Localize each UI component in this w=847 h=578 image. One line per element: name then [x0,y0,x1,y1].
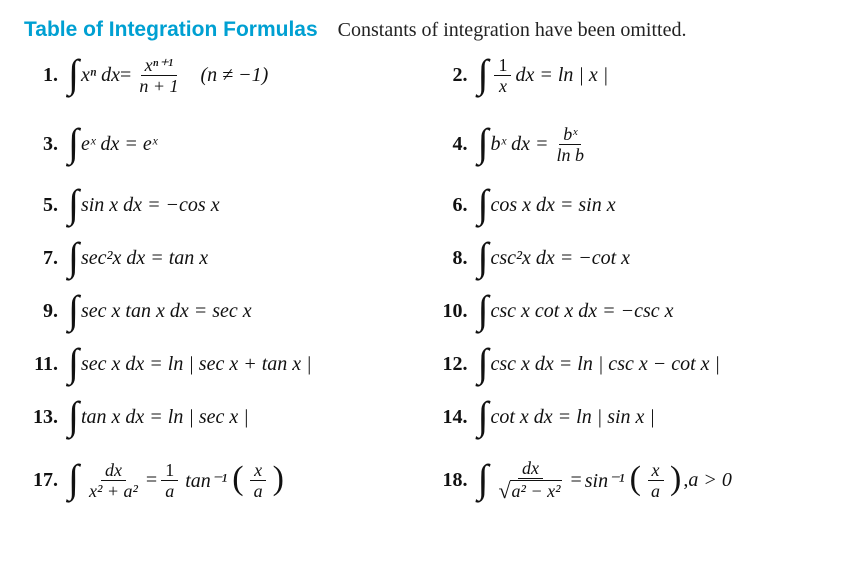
formula-body: ∫ dx √ a² − x² = sin⁻¹ ( x a ) , a > 0 [478,459,732,502]
formula-number: 13. [24,406,58,429]
text: sec²x dx = tan x [81,247,208,270]
formula-7: 7. ∫ sec²x dx = tan x [24,247,414,270]
formula-number: 18. [434,469,468,492]
denominator: ln b [553,145,589,164]
formula-11: 11. ∫ sec x dx = ln | sec x + tan x | [24,353,414,376]
page-header: Table of Integration Formulas Constants … [24,18,823,42]
numerator: bˣ [559,125,581,145]
formula-1: 1. ∫ xⁿ dx = xⁿ⁺¹ n + 1 (n ≠ −1) [24,56,414,95]
formula-8: 8. ∫ csc²x dx = −cot x [434,247,824,270]
formula-body: ∫ sec x tan x dx = sec x [68,300,252,323]
denominator: x [495,76,511,95]
formula-body: ∫ 1 x dx = ln | x | [478,56,609,95]
condition: (n ≠ −1) [200,64,268,87]
formula-number: 14. [434,406,468,429]
formula-number: 11. [24,353,58,376]
numerator: x [648,461,664,481]
formula-body: ∫ dx x² + a² = 1 a tan⁻¹ ( x a ) [68,461,286,500]
formula-body: ∫ eˣ dx = eˣ [68,133,157,156]
numerator: dx [101,461,126,481]
numerator: 1 [161,461,178,481]
condition: a > 0 [688,469,732,492]
rhs: dx = ln | x | [515,64,608,87]
text: cot x dx = ln | sin x | [490,406,654,429]
denominator: n + 1 [135,76,182,95]
denominator: a [250,481,267,500]
denominator: √ a² − x² [494,479,566,502]
formula-12: 12. ∫ csc x dx = ln | csc x − cot x | [434,353,824,376]
formula-body: ∫ tan x dx = ln | sec x | [68,406,249,429]
text: csc x dx = ln | csc x − cot x | [490,353,720,376]
numerator: xⁿ⁺¹ [141,56,178,76]
formula-number: 12. [434,353,468,376]
formula-number: 1. [24,64,58,87]
fraction-arg: x a [250,461,267,500]
lhs: xⁿ dx [81,64,120,87]
denominator: a [647,481,664,500]
formula-body: ∫ sec x dx = ln | sec x + tan x | [68,353,312,376]
formula-6: 6. ∫ cos x dx = sin x [434,194,824,217]
formula-10: 10. ∫ csc x cot x dx = −csc x [434,300,824,323]
fraction: 1 x [494,56,511,95]
fraction-arg: x a [647,461,664,500]
denominator: a [161,481,178,500]
lhs: bˣ dx = [490,133,548,156]
formula-18: 18. ∫ dx √ a² − x² = sin⁻¹ ( x a ) , [434,459,824,502]
formula-number: 7. [24,247,58,270]
text: tan x dx = ln | sec x | [81,406,249,429]
formula-body: ∫ xⁿ dx = xⁿ⁺¹ n + 1 (n ≠ −1) [68,56,268,95]
text: sin x dx = −cos x [81,194,220,217]
formula-5: 5. ∫ sin x dx = −cos x [24,194,414,217]
fraction-lhs: dx √ a² − x² [494,459,566,502]
formula-body: ∫ csc x dx = ln | csc x − cot x | [478,353,721,376]
numerator: 1 [494,56,511,76]
text: eˣ dx = eˣ [81,133,157,156]
formula-17: 17. ∫ dx x² + a² = 1 a tan⁻¹ ( x a ) [24,459,414,502]
formula-number: 2. [434,64,468,87]
formula-number: 8. [434,247,468,270]
formula-number: 9. [24,300,58,323]
formula-body: ∫ cot x dx = ln | sin x | [478,406,655,429]
text: sec x dx = ln | sec x + tan x | [81,353,312,376]
formula-grid: 1. ∫ xⁿ dx = xⁿ⁺¹ n + 1 (n ≠ −1) 2. ∫ 1 … [24,56,823,502]
table-title: Table of Integration Formulas [24,18,318,41]
fraction: bˣ ln b [553,125,589,164]
formula-number: 17. [24,469,58,492]
formula-body: ∫ bˣ dx = bˣ ln b [478,125,593,164]
formula-2: 2. ∫ 1 x dx = ln | x | [434,56,824,95]
fraction: xⁿ⁺¹ n + 1 [135,56,182,95]
text: csc²x dx = −cot x [490,247,630,270]
formula-number: 10. [434,300,468,323]
radicand: a² − x² [510,480,563,500]
formula-body: ∫ csc x cot x dx = −csc x [478,300,674,323]
formula-number: 4. [434,133,468,156]
equals: = [570,469,581,492]
numerator: dx [518,459,543,479]
sqrt: √ a² − x² [498,480,562,502]
table-subtitle: Constants of integration have been omitt… [338,19,687,41]
formula-body: ∫ sec²x dx = tan x [68,247,208,270]
formula-14: 14. ∫ cot x dx = ln | sin x | [434,406,824,429]
numerator: x [250,461,266,481]
text: cos x dx = sin x [490,194,615,217]
fraction-coeff: 1 a [161,461,178,500]
equals: = [146,469,157,492]
formula-number: 6. [434,194,468,217]
formula-body: ∫ sin x dx = −cos x [68,194,220,217]
function: tan⁻¹ [185,468,227,493]
text: sec x tan x dx = sec x [81,300,252,323]
formula-number: 3. [24,133,58,156]
formula-3: 3. ∫ eˣ dx = eˣ [24,125,414,164]
formula-4: 4. ∫ bˣ dx = bˣ ln b [434,125,824,164]
equals: = [120,64,131,87]
formula-body: ∫ csc²x dx = −cot x [478,247,631,270]
function: sin⁻¹ [585,468,625,493]
fraction-lhs: dx x² + a² [85,461,142,500]
formula-body: ∫ cos x dx = sin x [478,194,616,217]
denominator: x² + a² [85,481,142,500]
formula-9: 9. ∫ sec x tan x dx = sec x [24,300,414,323]
formula-13: 13. ∫ tan x dx = ln | sec x | [24,406,414,429]
formula-number: 5. [24,194,58,217]
text: csc x cot x dx = −csc x [490,300,673,323]
